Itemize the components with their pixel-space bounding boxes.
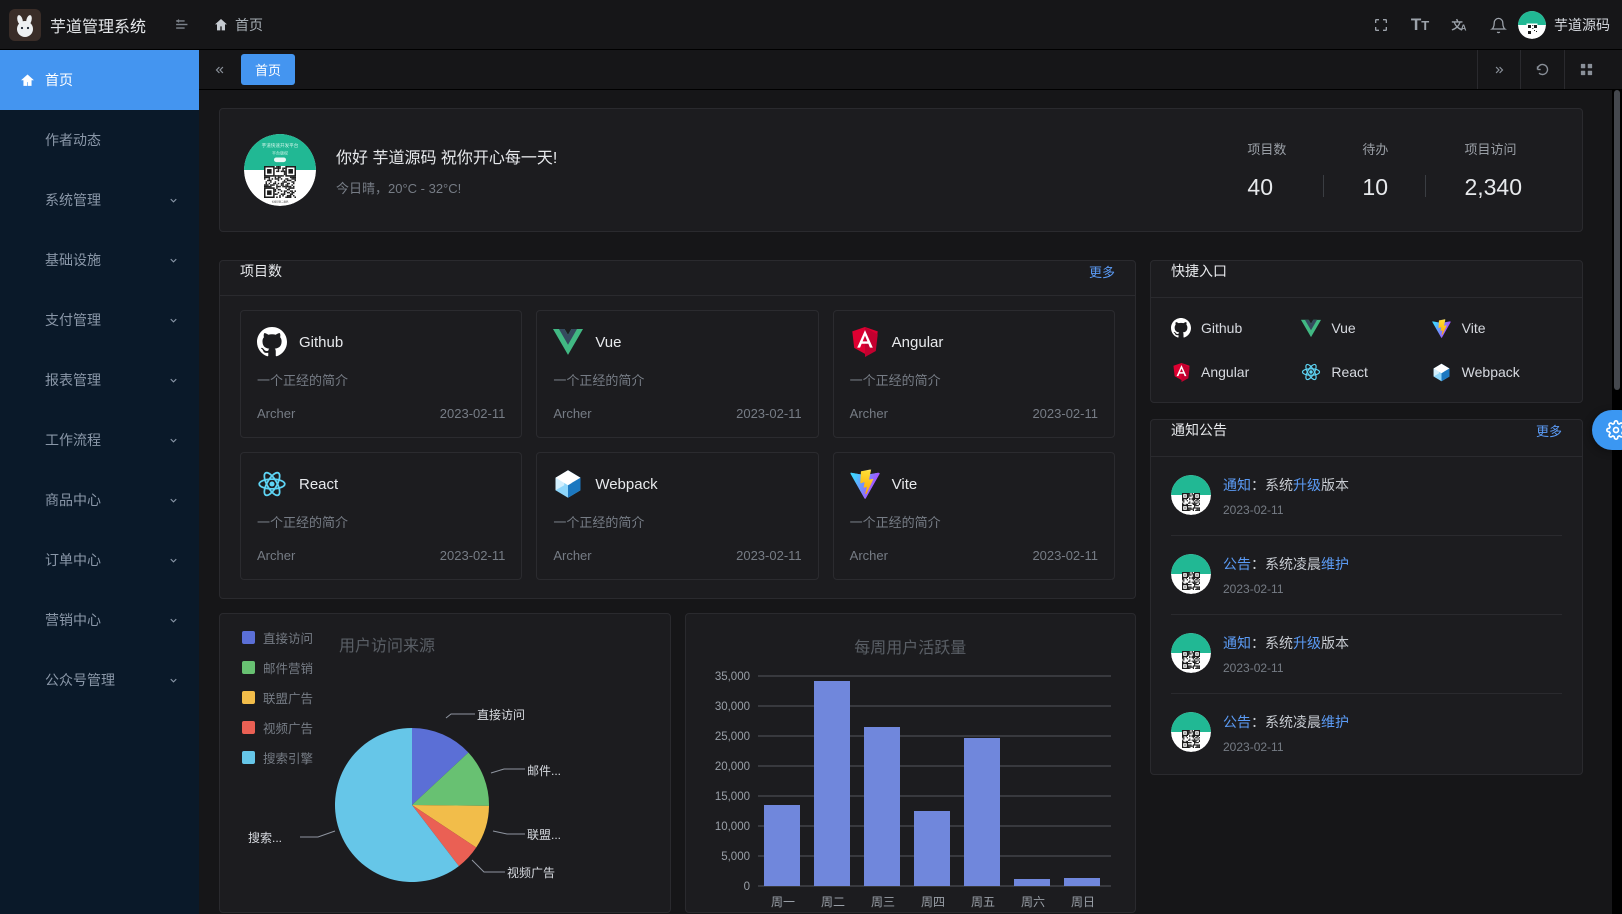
svg-text:周四: 周四: [920, 895, 944, 909]
svg-text:15,000: 15,000: [714, 791, 749, 803]
svg-text:25,000: 25,000: [714, 731, 749, 743]
svg-text:周日: 周日: [1070, 895, 1094, 909]
svg-text:35,000: 35,000: [714, 671, 749, 683]
svg-text:周五: 周五: [970, 895, 994, 909]
svg-text:周三: 周三: [870, 895, 894, 909]
svg-text:20,000: 20,000: [714, 761, 749, 773]
svg-text:周二: 周二: [820, 895, 844, 909]
svg-text:周六: 周六: [1020, 895, 1044, 909]
svg-text:0: 0: [743, 881, 749, 893]
svg-text:A: A: [1461, 23, 1467, 32]
svg-text:平台版权: 平台版权: [272, 150, 288, 156]
svg-text:10,000: 10,000: [714, 821, 749, 833]
svg-text:5,000: 5,000: [721, 851, 750, 863]
svg-text:芋道快速开发平台: 芋道快速开发平台: [262, 142, 299, 149]
svg-text:周一: 周一: [770, 895, 794, 909]
svg-text:30,000: 30,000: [714, 701, 749, 713]
svg-text:长按识别二维码: 长按识别二维码: [272, 200, 289, 204]
